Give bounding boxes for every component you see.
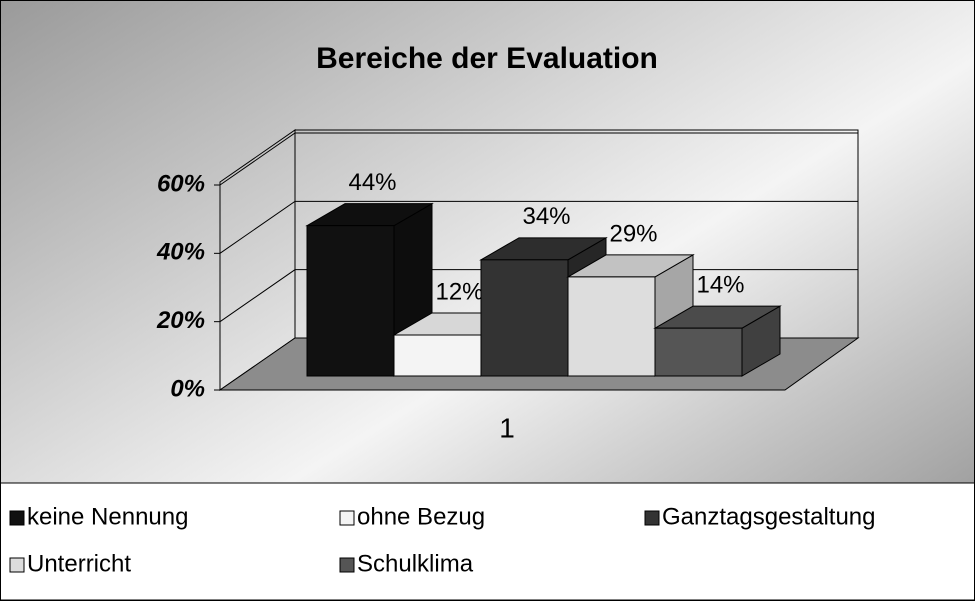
y-tick-label: 0% — [170, 375, 205, 402]
bar — [393, 334, 482, 377]
data-label: 14% — [696, 272, 744, 299]
chart-title: Bereiche der Evaluation — [316, 42, 658, 75]
data-label: 12% — [435, 278, 483, 305]
bar — [480, 259, 569, 377]
legend-label: Unterricht — [27, 550, 131, 577]
x-tick-label: 1 — [499, 412, 515, 443]
data-label: 29% — [609, 220, 657, 247]
grid-line — [219, 132, 858, 186]
legend-swatch — [644, 510, 660, 526]
bar — [567, 276, 656, 377]
bar — [654, 327, 743, 377]
legend-label: ohne Bezug — [357, 503, 485, 530]
data-label: 44% — [348, 169, 396, 196]
legend — [0, 482, 975, 601]
legend-swatch — [339, 510, 355, 526]
y-tick-label: 60% — [157, 170, 205, 197]
legend-swatch — [9, 510, 25, 526]
legend-swatch — [339, 557, 355, 573]
bar — [306, 225, 395, 377]
y-tick-label: 40% — [156, 239, 205, 266]
legend-label: Schulklima — [357, 550, 474, 577]
grid-line — [219, 200, 858, 254]
legend-label: Ganztagsgestaltung — [662, 503, 875, 530]
data-label: 34% — [522, 203, 570, 230]
y-tick-label: 20% — [156, 307, 205, 334]
legend-label: keine Nennung — [27, 503, 188, 530]
legend-swatch — [9, 557, 25, 573]
